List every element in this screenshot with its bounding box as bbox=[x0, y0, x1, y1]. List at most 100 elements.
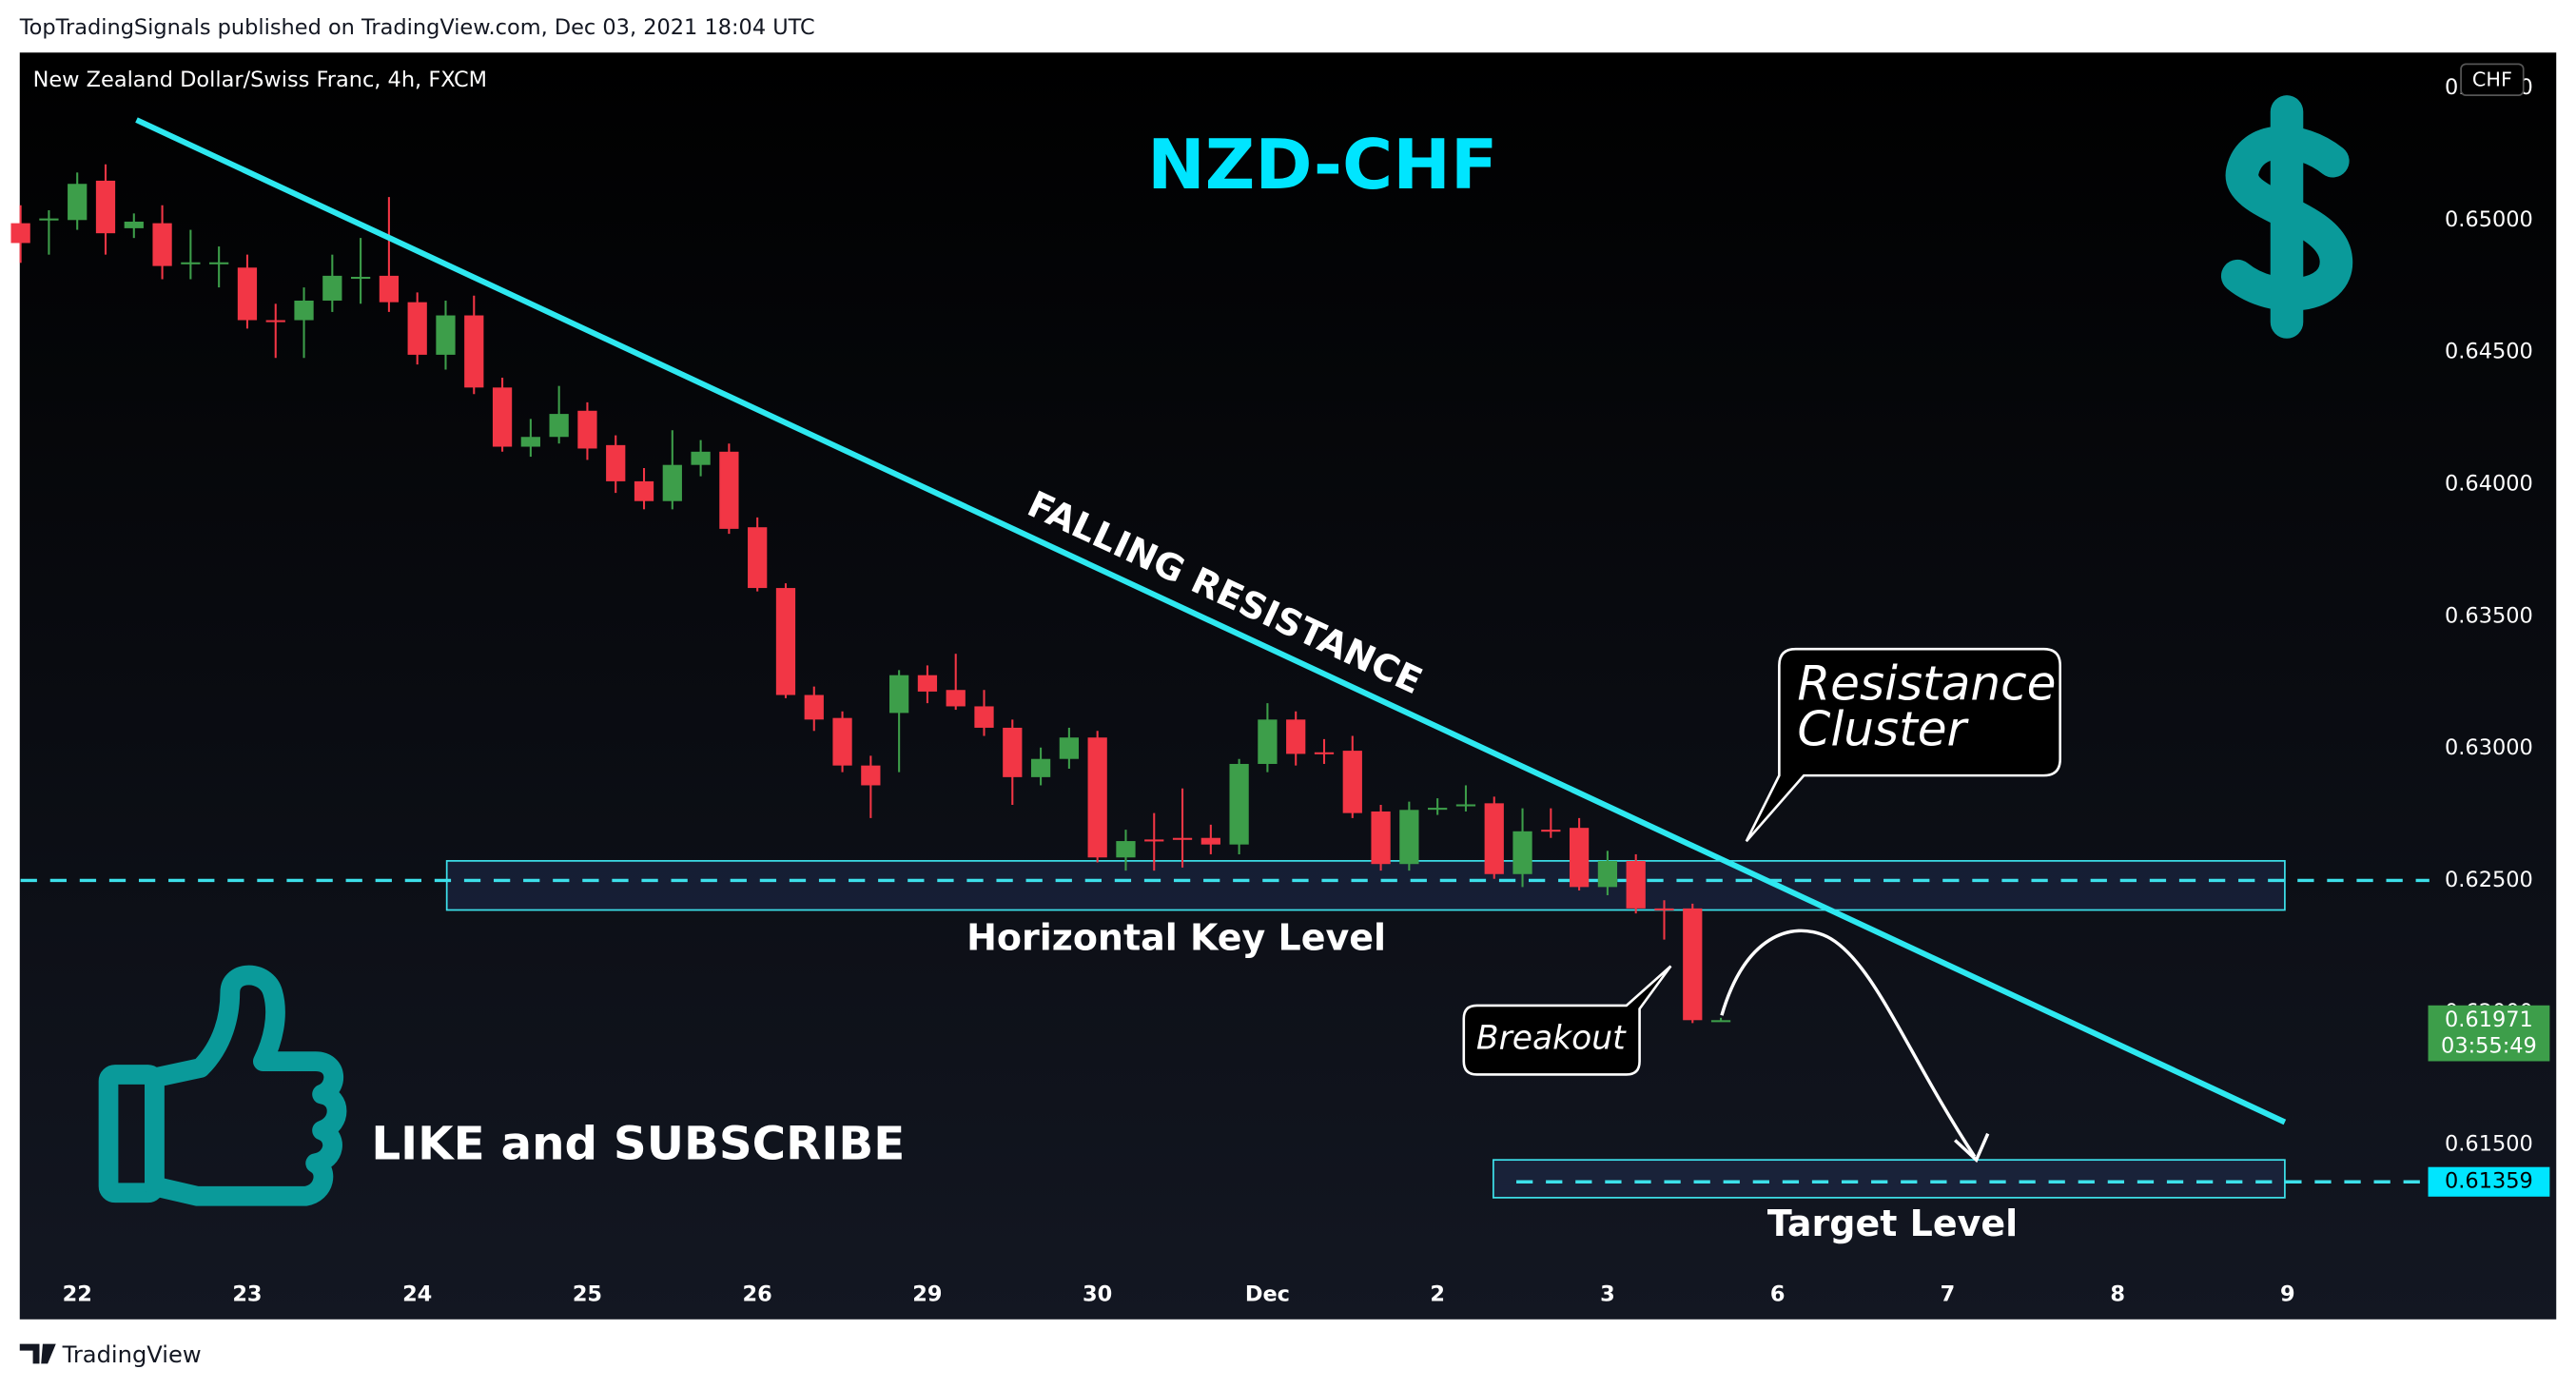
candles bbox=[10, 164, 1731, 1024]
candle-body bbox=[549, 414, 569, 438]
footer-brand: TradingView bbox=[62, 1341, 202, 1368]
candle-body bbox=[237, 267, 258, 321]
candle-body bbox=[804, 694, 824, 720]
dollar-icon bbox=[2220, 95, 2353, 339]
chart-title: NZD-CHF bbox=[1147, 126, 1497, 205]
x-tick-label: 25 bbox=[573, 1281, 602, 1306]
overlay: 0.615000.620000.625000.630000.635000.640… bbox=[63, 75, 2550, 1306]
x-tick-label: 3 bbox=[1600, 1281, 1615, 1306]
breakout-text: Breakout bbox=[1476, 1020, 1627, 1058]
candle-body bbox=[407, 302, 427, 355]
candle-body bbox=[691, 451, 711, 465]
y-tick-label: 0.64000 bbox=[2445, 471, 2533, 496]
y-tick-label: 0.62500 bbox=[2445, 868, 2533, 892]
target-price-label: 0.61359 bbox=[2445, 1169, 2533, 1194]
x-tick-label: 30 bbox=[1083, 1281, 1112, 1306]
candle-body bbox=[1597, 860, 1618, 888]
candle-body bbox=[209, 262, 229, 264]
candle-body bbox=[1059, 737, 1080, 759]
target-price-box bbox=[2428, 1166, 2550, 1197]
x-tick-label: 26 bbox=[743, 1281, 772, 1306]
symbol-label: New Zealand Dollar/Swiss Franc, 4h, FXCM bbox=[33, 68, 487, 92]
x-tick-label: 6 bbox=[1770, 1281, 1786, 1306]
candle-body bbox=[1030, 758, 1051, 777]
candle-body bbox=[322, 275, 342, 301]
y-tick-label: 0.61500 bbox=[2445, 1132, 2533, 1157]
tradingview-logo bbox=[19, 1343, 56, 1364]
candle-body bbox=[1541, 830, 1561, 832]
candle-body bbox=[1371, 811, 1391, 865]
candle-body bbox=[181, 262, 201, 264]
key-level-zone bbox=[445, 860, 2286, 911]
candle-body bbox=[1087, 737, 1107, 858]
target-zone bbox=[1492, 1159, 2286, 1199]
candle-body bbox=[577, 410, 597, 449]
candle-body bbox=[1654, 908, 1674, 910]
x-tick-label: 9 bbox=[2280, 1281, 2295, 1306]
candle-body bbox=[1399, 810, 1419, 865]
candle-body bbox=[889, 675, 909, 714]
candle-body bbox=[861, 765, 881, 786]
candle-body bbox=[1116, 841, 1136, 858]
candle-body bbox=[379, 275, 400, 303]
countdown-label: 03:55:49 bbox=[2441, 1033, 2537, 1058]
candle-body bbox=[606, 444, 626, 481]
candle-body bbox=[1229, 763, 1249, 845]
candle-body bbox=[1342, 751, 1362, 813]
candle-body bbox=[152, 223, 172, 266]
candle-body bbox=[832, 717, 852, 766]
last-price-box bbox=[2428, 1005, 2550, 1062]
candle-body bbox=[1512, 831, 1532, 874]
candle-body bbox=[634, 480, 654, 501]
x-tick-label: 8 bbox=[2110, 1281, 2125, 1306]
candle-body bbox=[946, 690, 966, 707]
cta-text: LIKE and SUBSCRIBE bbox=[371, 1117, 905, 1170]
projection-arrow bbox=[1720, 929, 1977, 1158]
candle-body bbox=[974, 706, 994, 728]
currency-label: CHF bbox=[2472, 68, 2512, 91]
candle-body bbox=[124, 221, 144, 228]
candle-body bbox=[1172, 837, 1193, 840]
callout-text: Resistance bbox=[1797, 655, 2056, 711]
candle-body bbox=[350, 276, 371, 280]
target-level-label: Target Level bbox=[1767, 1203, 2018, 1244]
candle-body bbox=[1144, 839, 1164, 842]
y-tick-label: 0.64500 bbox=[2445, 340, 2533, 364]
candle-body bbox=[1710, 1020, 1731, 1023]
candle-body bbox=[1314, 752, 1335, 754]
x-tick-label: 24 bbox=[402, 1281, 432, 1306]
x-tick-label: 22 bbox=[63, 1281, 92, 1306]
candle-body bbox=[1003, 727, 1023, 777]
candle-body bbox=[95, 180, 116, 234]
candle-body bbox=[39, 218, 59, 221]
x-tick-label: 29 bbox=[912, 1281, 942, 1306]
candle-body bbox=[1428, 808, 1448, 811]
x-tick-label: Dec bbox=[1245, 1281, 1290, 1306]
arrow-head bbox=[1953, 1132, 1990, 1164]
y-tick-label: 0.63000 bbox=[2445, 735, 2533, 760]
x-tick-label: 23 bbox=[232, 1281, 262, 1306]
resistance-cluster-callout bbox=[1745, 647, 2061, 843]
candle-body bbox=[294, 300, 314, 321]
candle-body bbox=[1569, 828, 1590, 888]
candle-body bbox=[1626, 860, 1646, 909]
y-tick-label: 0.63500 bbox=[2445, 603, 2533, 628]
candle-body bbox=[1286, 719, 1306, 754]
candle-body bbox=[265, 320, 285, 323]
candle-body bbox=[1455, 804, 1476, 807]
candle-body bbox=[68, 184, 88, 221]
candle-body bbox=[719, 451, 739, 529]
candle-body bbox=[775, 588, 796, 695]
currency-badge bbox=[2460, 63, 2525, 97]
candle-body bbox=[520, 437, 540, 447]
candle-body bbox=[748, 527, 768, 589]
candle-body bbox=[10, 223, 30, 244]
zones bbox=[20, 860, 2430, 1199]
candle-body bbox=[1484, 803, 1504, 874]
x-tick-label: 2 bbox=[1430, 1281, 1445, 1306]
callout-text: Cluster bbox=[1797, 702, 1969, 757]
candle-body bbox=[464, 315, 484, 388]
last-price-label: 0.61971 bbox=[2445, 1008, 2533, 1032]
candle-body bbox=[1683, 908, 1703, 1021]
